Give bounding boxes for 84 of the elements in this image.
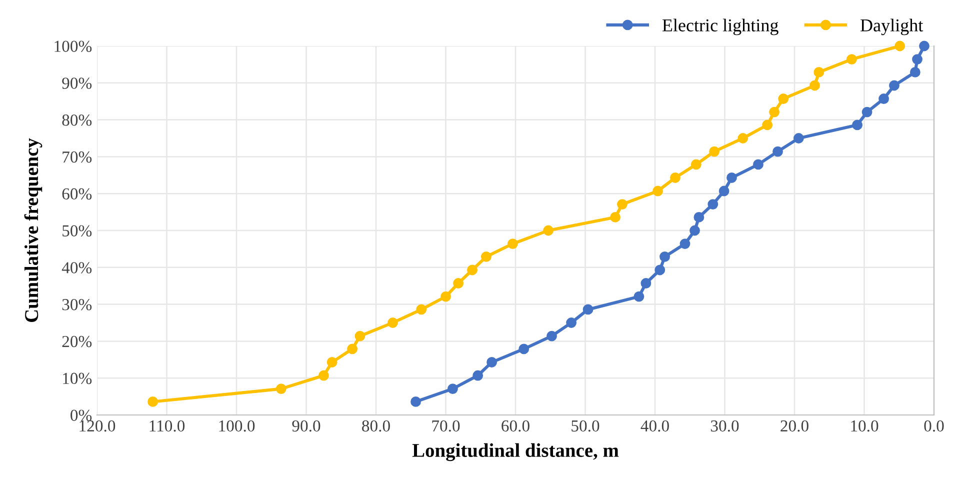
point [508, 238, 518, 249]
point [582, 304, 594, 315]
point [709, 146, 720, 157]
point [660, 251, 670, 262]
point [276, 384, 286, 394]
legend-label: Electric lighting [662, 18, 778, 36]
x-tick-label: 20.0 [780, 420, 808, 432]
x-tick-label: 80.0 [362, 420, 390, 432]
point [486, 357, 497, 368]
x-tick-label: 0.0 [924, 420, 944, 432]
point [690, 225, 700, 236]
y-tick-label: 50% [62, 225, 92, 236]
point [543, 225, 554, 236]
point [518, 344, 530, 354]
x-tick-label: 60.0 [502, 420, 530, 432]
x-tick-label: 50.0 [572, 420, 600, 432]
point [354, 330, 366, 342]
y-tick-label: 30% [62, 299, 92, 310]
x-tick-label: 40.0 [640, 420, 669, 432]
point [889, 80, 900, 91]
point [453, 278, 464, 288]
x-tick-label: 100.0 [219, 420, 255, 432]
point [448, 384, 458, 394]
x-tick-label: 110.0 [150, 420, 185, 432]
point [546, 330, 557, 342]
point [670, 172, 680, 183]
y-axis-title: Cumulative frequency [24, 138, 42, 322]
point [793, 133, 804, 144]
legend-label: Daylight [860, 18, 924, 36]
x-tick-label: 30.0 [710, 420, 739, 432]
x-axis-title: Longitudinal distance, m [412, 443, 619, 462]
x-tick-label: 90.0 [292, 420, 320, 432]
y-tick-label: 100% [54, 40, 92, 52]
point [762, 120, 773, 130]
point [440, 291, 451, 302]
point [680, 238, 690, 249]
point [910, 66, 920, 78]
point [753, 159, 764, 170]
point [617, 199, 628, 210]
point [912, 54, 922, 64]
y-tick-label: 10% [63, 372, 92, 384]
point [472, 370, 484, 381]
point [480, 251, 492, 262]
point [318, 370, 329, 381]
point [772, 146, 783, 157]
y-tick-label: 70% [62, 151, 92, 163]
point [690, 159, 702, 170]
point [778, 94, 789, 104]
point [726, 172, 737, 183]
point [708, 199, 718, 210]
point [467, 264, 478, 276]
point [652, 186, 663, 196]
point [416, 304, 427, 315]
x-tick-label: 70.0 [432, 420, 460, 432]
point [810, 80, 820, 91]
point [347, 344, 358, 354]
point [566, 318, 577, 328]
y-tick-label: 60% [62, 188, 92, 200]
point [148, 396, 158, 407]
y-tick-label: 40% [62, 262, 92, 274]
point [694, 212, 704, 222]
x-tick-label: 120.0 [80, 420, 116, 432]
point [919, 40, 930, 52]
point [769, 106, 780, 118]
point [814, 66, 824, 78]
y-tick-label: 0% [70, 410, 92, 421]
point [738, 133, 748, 144]
point [718, 186, 730, 196]
point [640, 278, 652, 288]
x-tick-label: 10.0 [851, 420, 878, 432]
point [862, 106, 872, 118]
point [846, 54, 857, 64]
point [878, 94, 889, 104]
point [852, 120, 862, 130]
point [610, 212, 620, 222]
point [388, 318, 398, 328]
point [410, 396, 421, 407]
point [326, 357, 338, 368]
y-tick-label: 20% [62, 336, 92, 348]
point [894, 40, 906, 52]
y-tick-label: 80% [62, 114, 92, 126]
point [634, 291, 644, 302]
point [654, 264, 666, 276]
y-tick-label: 90% [62, 78, 92, 89]
